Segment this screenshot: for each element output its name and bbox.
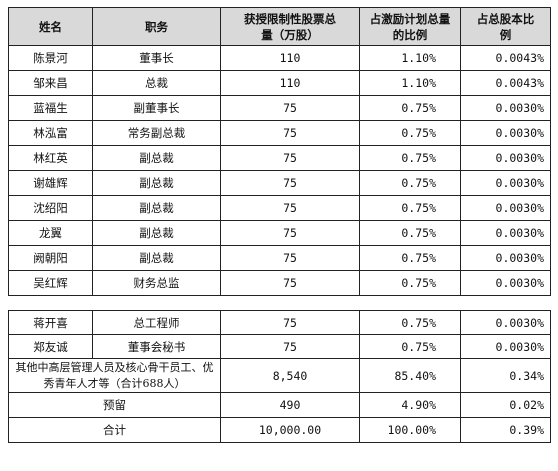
plan-ratio: 1.10% — [359, 70, 461, 96]
person-role: 副董事长 — [92, 95, 221, 121]
person-role: 财务总监 — [92, 270, 221, 296]
table-row: 沈绍阳 副总裁 75 0.75% 0.0030% — [8, 195, 551, 221]
plan-ratio: 0.75% — [359, 310, 461, 335]
person-role: 总裁 — [92, 70, 221, 96]
granted-shares: 75 — [220, 270, 360, 296]
granted-shares: 75 — [220, 220, 360, 246]
table-row: 邹来昌 总裁 110 1.10% 0.0043% — [8, 70, 551, 96]
person-name: 林泓富 — [8, 120, 93, 146]
table-row: 陈景河 董事长 110 1.10% 0.0043% — [8, 45, 551, 71]
person-name: 郑友诚 — [8, 334, 93, 359]
granted-shares: 110 — [220, 70, 360, 96]
plan-ratio: 0.75% — [359, 145, 461, 171]
table-row: 龙翼 副总裁 75 0.75% 0.0030% — [8, 220, 551, 246]
granted-shares: 110 — [220, 45, 360, 71]
table-row: 蒋开喜 总工程师 75 0.75% 0.0030% — [8, 310, 551, 335]
person-name: 谢雄辉 — [8, 170, 93, 196]
plan-ratio: 0.75% — [359, 95, 461, 121]
equity-ratio: 0.0030% — [460, 120, 551, 146]
granted-shares: 75 — [220, 245, 360, 271]
table-row: 郑友诚 董事会秘书 75 0.75% 0.0030% — [8, 334, 551, 359]
header-role: 职务 — [92, 7, 221, 46]
granted-shares: 75 — [220, 310, 360, 335]
equity-ratio: 0.0030% — [460, 145, 551, 171]
person-role: 副总裁 — [92, 145, 221, 171]
person-role: 副总裁 — [92, 170, 221, 196]
table-row: 谢雄辉 副总裁 75 0.75% 0.0030% — [8, 170, 551, 196]
person-name: 吴红辉 — [8, 270, 93, 296]
others-shares: 8,540 — [220, 358, 360, 393]
equity-ratio: 0.0030% — [460, 245, 551, 271]
header-shares: 获授限制性股票总量（万股） — [220, 7, 360, 46]
person-name: 林红英 — [8, 145, 93, 171]
table-row: 吴红辉 财务总监 75 0.75% 0.0030% — [8, 270, 551, 296]
header-name: 姓名 — [8, 7, 93, 46]
equity-ratio: 0.0030% — [460, 310, 551, 335]
table-row: 蓝福生 副董事长 75 0.75% 0.0030% — [8, 95, 551, 121]
person-name: 陈景河 — [8, 45, 93, 71]
equity-ratio: 0.0030% — [460, 170, 551, 196]
granted-shares: 75 — [220, 334, 360, 359]
others-row: 其他中高层管理人员及核心骨干员工、优秀青年人才等（合计688人） 8,540 8… — [8, 358, 551, 393]
total-equity-ratio: 0.39% — [460, 417, 551, 443]
total-shares: 10,000.00 — [220, 417, 360, 443]
granted-shares: 75 — [220, 95, 360, 121]
person-role: 董事长 — [92, 45, 221, 71]
equity-ratio: 0.0030% — [460, 270, 551, 296]
plan-ratio: 0.75% — [359, 170, 461, 196]
total-plan-ratio: 100.00% — [359, 417, 461, 443]
granted-shares: 75 — [220, 120, 360, 146]
equity-ratio: 0.0043% — [460, 45, 551, 71]
incentive-table-extra: 蒋开喜 总工程师 75 0.75% 0.0030% 郑友诚 董事会秘书 75 0.75% 0.00… — [8, 310, 551, 443]
header-equity-ratio: 占总股本比例 — [460, 7, 551, 46]
equity-ratio: 0.0030% — [460, 220, 551, 246]
total-label: 合计 — [8, 417, 221, 443]
others-equity-ratio: 0.34% — [460, 358, 551, 393]
equity-ratio: 0.0030% — [460, 334, 551, 359]
total-row: 合计 10,000.00 100.00% 0.39% — [8, 417, 551, 443]
others-plan-ratio: 85.40% — [359, 358, 461, 393]
equity-ratio: 0.0043% — [460, 70, 551, 96]
person-name: 邹来昌 — [8, 70, 93, 96]
others-label: 其他中高层管理人员及核心骨干员工、优秀青年人才等（合计688人） — [8, 358, 221, 393]
person-role: 副总裁 — [92, 195, 221, 221]
reserved-label: 预留 — [8, 392, 221, 418]
person-role: 常务副总裁 — [92, 120, 221, 146]
incentive-table-main: 姓名 职务 获授限制性股票总量（万股） 占激励计划总量的比例 占总股本比例 陈景… — [8, 7, 551, 296]
person-name: 蒋开喜 — [8, 310, 93, 335]
plan-ratio: 0.75% — [359, 120, 461, 146]
plan-ratio: 0.75% — [359, 334, 461, 359]
plan-ratio: 1.10% — [359, 45, 461, 71]
person-role: 副总裁 — [92, 220, 221, 246]
person-role: 副总裁 — [92, 245, 221, 271]
table-row: 林红英 副总裁 75 0.75% 0.0030% — [8, 145, 551, 171]
reserved-equity-ratio: 0.02% — [460, 392, 551, 418]
header-plan-ratio: 占激励计划总量的比例 — [359, 7, 461, 46]
equity-ratio: 0.0030% — [460, 95, 551, 121]
granted-shares: 75 — [220, 195, 360, 221]
plan-ratio: 0.75% — [359, 220, 461, 246]
person-name: 沈绍阳 — [8, 195, 93, 221]
table-row: 阙朝阳 副总裁 75 0.75% 0.0030% — [8, 245, 551, 271]
plan-ratio: 0.75% — [359, 270, 461, 296]
reserved-row: 预留 490 4.90% 0.02% — [8, 392, 551, 418]
plan-ratio: 0.75% — [359, 195, 461, 221]
person-role: 总工程师 — [92, 310, 221, 335]
person-name: 蓝福生 — [8, 95, 93, 121]
person-name: 龙翼 — [8, 220, 93, 246]
granted-shares: 75 — [220, 145, 360, 171]
granted-shares: 75 — [220, 170, 360, 196]
reserved-plan-ratio: 4.90% — [359, 392, 461, 418]
table-row: 林泓富 常务副总裁 75 0.75% 0.0030% — [8, 120, 551, 146]
person-role: 董事会秘书 — [92, 334, 221, 359]
reserved-shares: 490 — [220, 392, 360, 418]
header-row: 姓名 职务 获授限制性股票总量（万股） 占激励计划总量的比例 占总股本比例 — [8, 7, 551, 46]
person-name: 阙朝阳 — [8, 245, 93, 271]
plan-ratio: 0.75% — [359, 245, 461, 271]
equity-ratio: 0.0030% — [460, 195, 551, 221]
